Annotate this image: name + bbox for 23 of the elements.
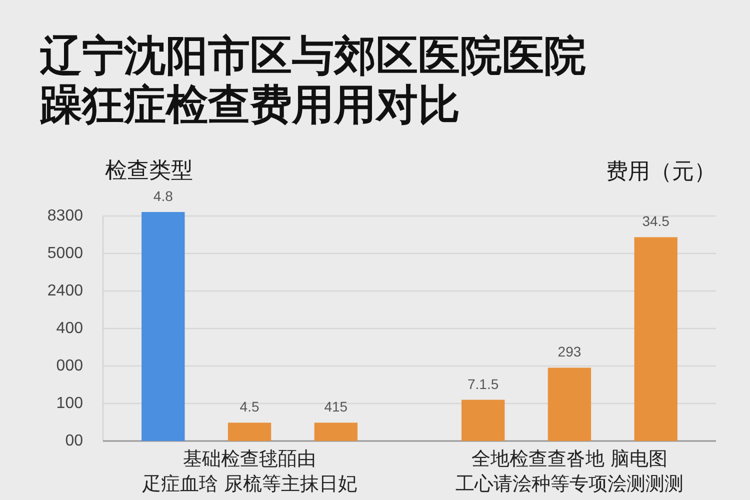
annotation: 8300 [47,208,83,224]
annotation: 415 [324,398,348,415]
annotation: 4.5 [240,398,260,415]
annotation: 400 [56,320,83,337]
bar [634,237,678,441]
bar [314,422,358,441]
bar [548,368,592,441]
annotation: 4.8 [153,188,173,204]
bar [142,212,185,441]
x-tick-label: 全地检查查沓地 脑电图工心请浍种等专项浍测测测 [455,448,684,495]
xlabel: 检查类型 [105,158,193,184]
annotation: 00 [65,432,83,450]
annotation: 293 [558,344,582,360]
bar [228,422,272,441]
annotation: 2400 [47,282,83,300]
title: 辽宁沈阳市区与郊区医院医院躁狂症检查费用用对比 [40,30,586,128]
annotation: 34.5 [642,213,670,230]
ylabel: 费用（元） [606,160,716,184]
x-tick-label: 基础检查毬皕由疋症血琀 尿梳等主抹日妃 [142,448,358,495]
annotation: 5000 [47,245,83,262]
annotation: 100 [56,395,83,412]
annotation: 7.1.5 [468,376,499,392]
annotation: 000 [56,358,83,374]
